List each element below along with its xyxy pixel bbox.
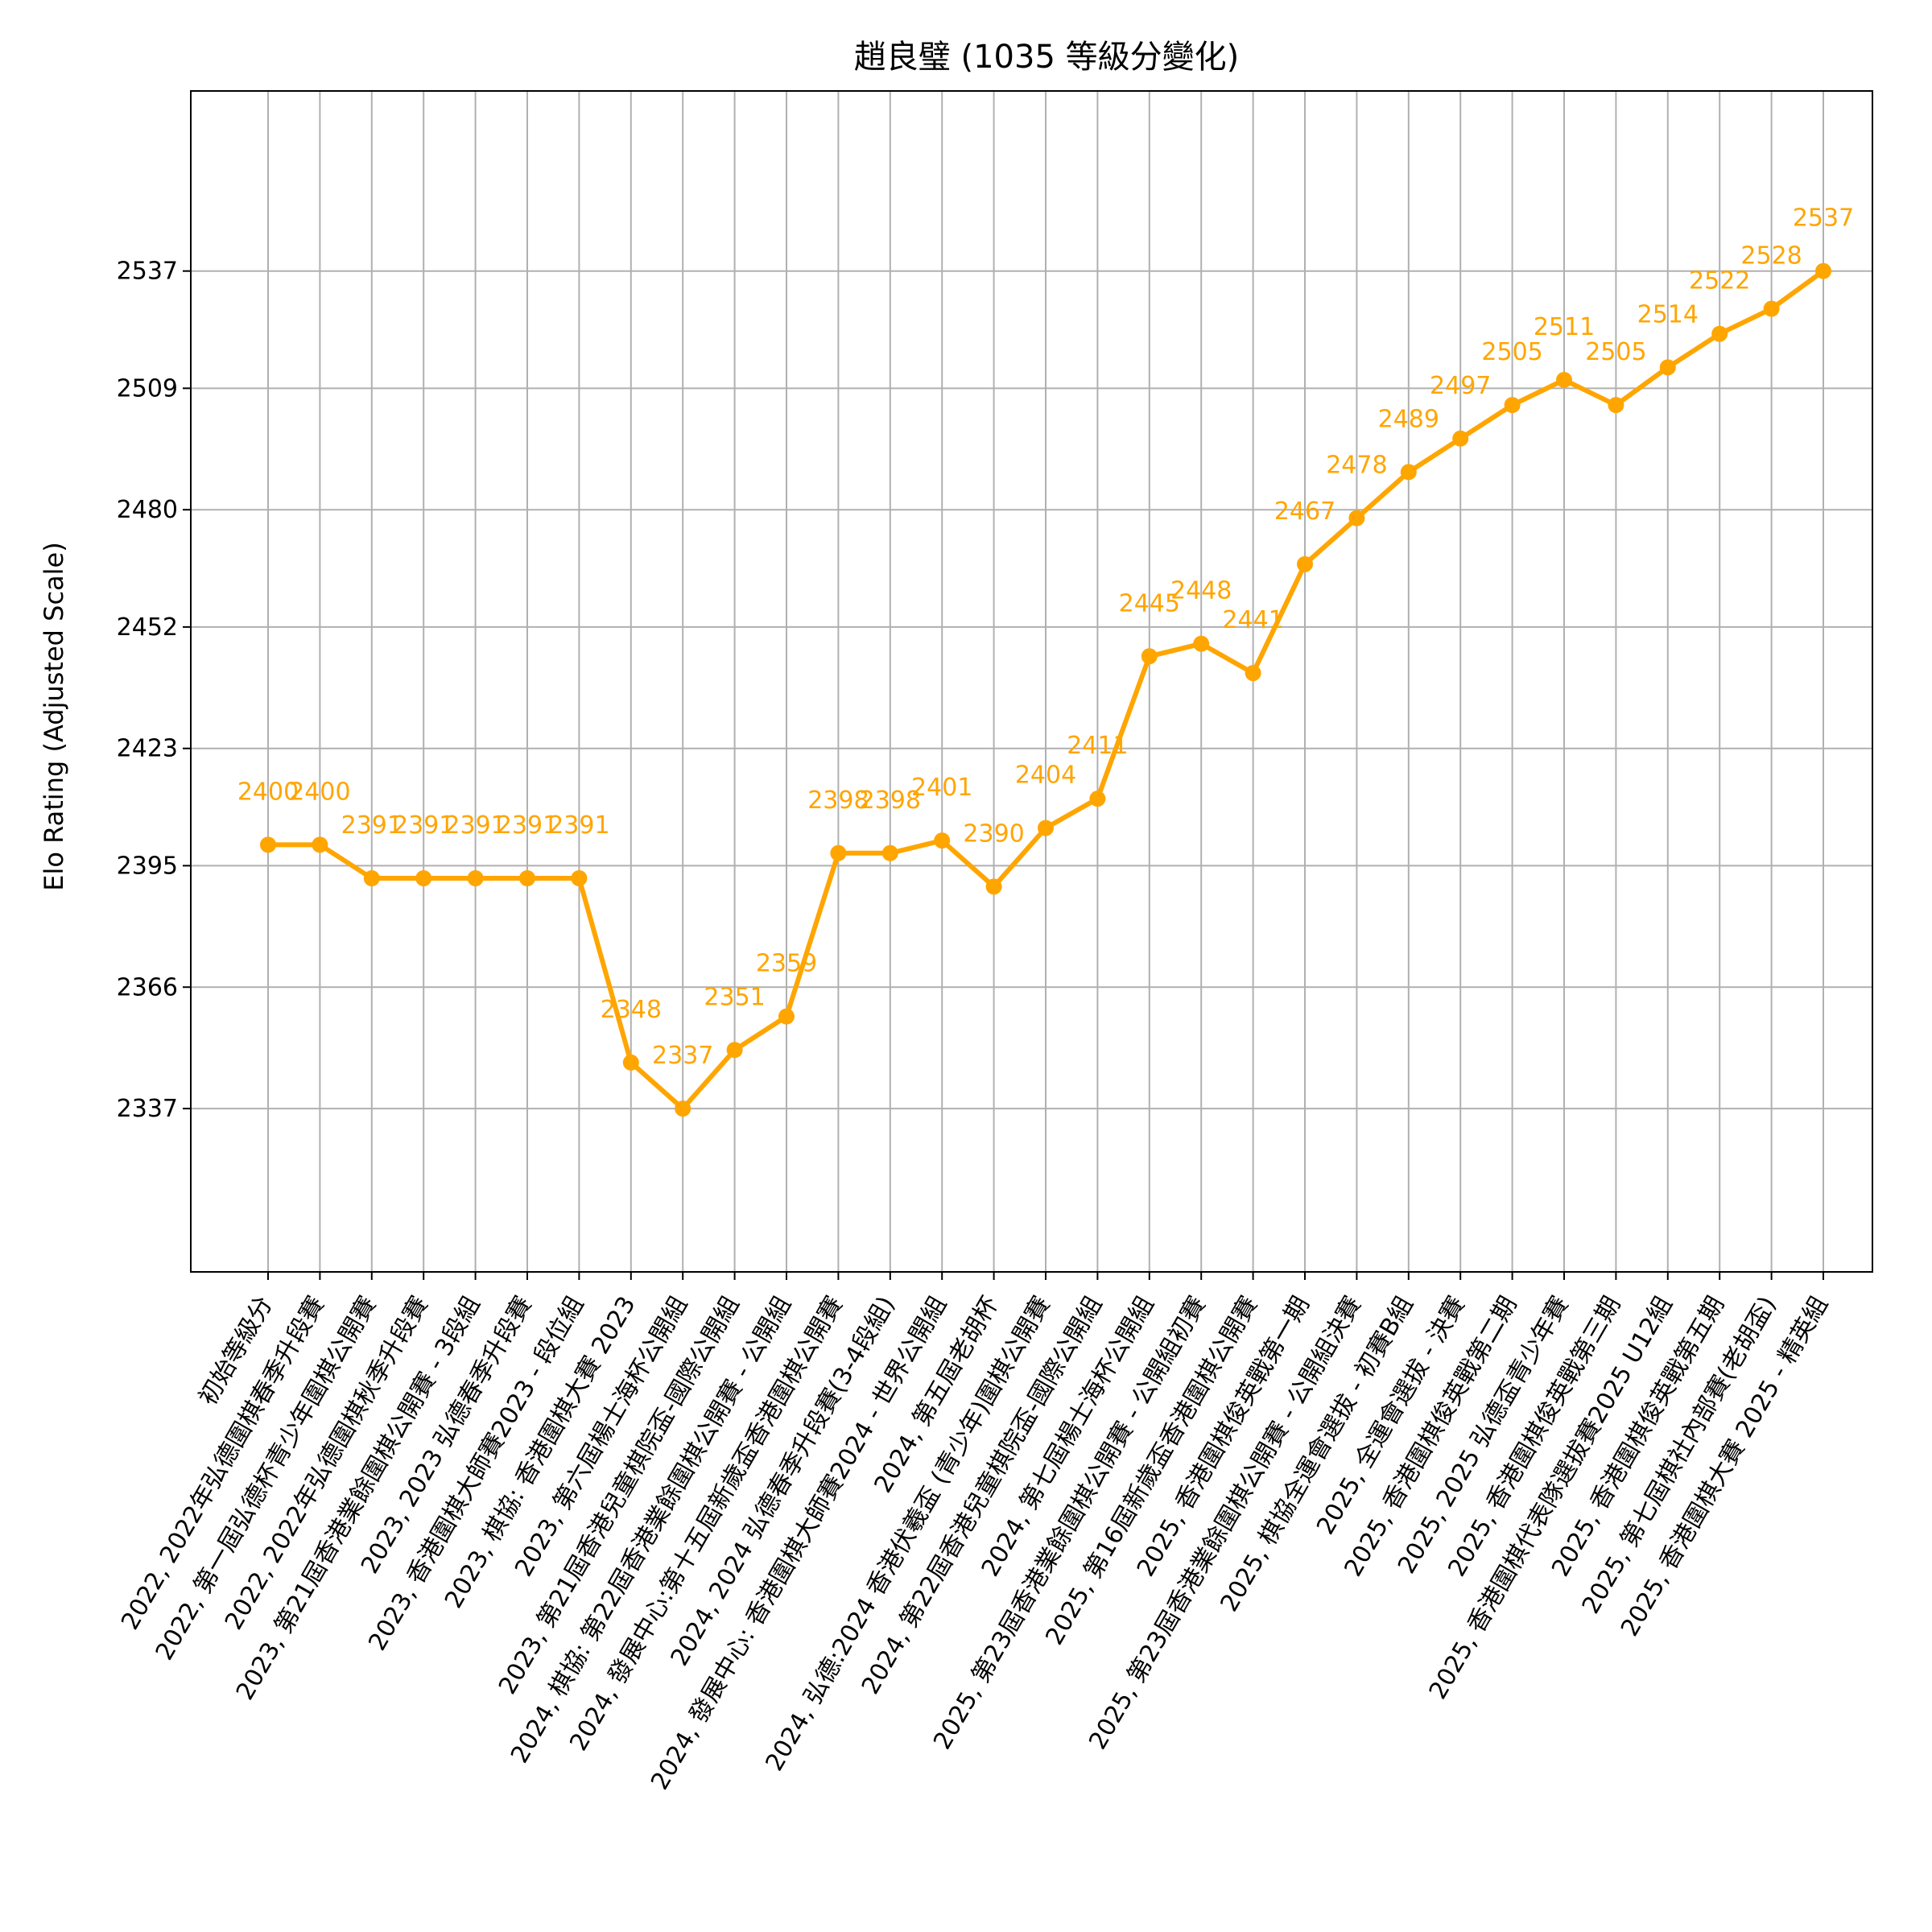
grid-lines — [191, 91, 1872, 1272]
data-label: 2528 — [1740, 242, 1802, 270]
data-point — [1245, 665, 1261, 682]
data-point — [519, 870, 535, 886]
data-point — [571, 870, 588, 886]
data-label: 2489 — [1378, 405, 1439, 433]
y-tick-label: 2395 — [117, 852, 178, 880]
data-point — [1763, 300, 1780, 317]
data-label: 2497 — [1430, 372, 1491, 400]
data-label: 2401 — [911, 774, 972, 802]
data-label: 2390 — [963, 819, 1024, 848]
data-point — [675, 1100, 691, 1117]
data-point — [1556, 371, 1572, 388]
data-point — [1193, 635, 1210, 652]
data-label: 2391 — [497, 811, 558, 840]
data-label: 2478 — [1326, 452, 1387, 480]
data-label: 2351 — [704, 983, 765, 1011]
data-label: 2391 — [548, 811, 609, 840]
data-point — [1504, 397, 1521, 414]
data-point — [1400, 464, 1417, 481]
data-point — [778, 1008, 795, 1025]
data-label: 2391 — [341, 811, 402, 840]
data-point — [1297, 555, 1313, 572]
data-point — [934, 832, 951, 849]
data-point — [363, 870, 380, 886]
chart-title: 趙良璧 (1035 等級分變化) — [854, 39, 1239, 76]
data-point — [881, 844, 898, 861]
data-point — [985, 878, 1002, 895]
data-point — [830, 844, 847, 861]
y-tick-label: 2537 — [117, 258, 178, 286]
data-label: 2398 — [807, 786, 869, 815]
data-point — [415, 870, 432, 886]
data-label: 2348 — [601, 996, 662, 1024]
data-label-group: 2400240023912391239123912391234823372351… — [237, 204, 1854, 1070]
data-point — [1141, 648, 1158, 665]
data-label: 2505 — [1481, 338, 1542, 366]
y-tick-label: 2366 — [117, 973, 178, 1001]
data-point — [467, 870, 484, 886]
data-point — [312, 836, 328, 853]
data-point — [622, 1054, 639, 1071]
y-tick-label: 2337 — [117, 1095, 178, 1123]
y-tick-label: 2480 — [117, 496, 178, 524]
data-label: 2411 — [1067, 732, 1128, 760]
data-point — [726, 1042, 743, 1059]
data-label: 2445 — [1119, 589, 1180, 617]
data-label: 2448 — [1170, 577, 1232, 605]
y-axis-label: Elo Rating (Adjusted Scale) — [39, 542, 69, 890]
data-point — [1038, 819, 1054, 836]
data-label: 2514 — [1637, 300, 1699, 328]
y-tick-label: 2423 — [117, 735, 178, 763]
data-label: 2537 — [1793, 204, 1854, 233]
data-point — [1348, 510, 1365, 526]
data-label: 2337 — [652, 1042, 713, 1070]
data-label: 2441 — [1222, 606, 1283, 634]
data-label: 2391 — [393, 811, 454, 840]
data-label: 2400 — [237, 778, 299, 806]
data-point — [1659, 359, 1676, 376]
data-point — [260, 836, 276, 853]
series-line-group — [260, 262, 1831, 1117]
data-point — [1608, 397, 1624, 414]
data-label: 2391 — [444, 811, 506, 840]
data-label: 2404 — [1015, 762, 1076, 790]
data-point — [1711, 325, 1728, 342]
data-label: 2400 — [289, 778, 350, 806]
data-label: 2359 — [756, 950, 817, 978]
data-point — [1452, 430, 1469, 447]
data-label: 2398 — [860, 786, 921, 815]
data-point — [1815, 262, 1831, 279]
y-tick-label: 2452 — [117, 613, 178, 642]
data-label: 2467 — [1274, 497, 1335, 526]
plot-frame — [190, 90, 1873, 1273]
y-tick-label: 2509 — [117, 374, 178, 402]
data-point — [1089, 791, 1106, 807]
data-label: 2511 — [1534, 313, 1595, 341]
x-tick-label: 2022, 第一屆弘德杯青少年圍棋公開賽 — [151, 1292, 382, 1666]
data-label: 2505 — [1585, 338, 1646, 366]
data-label: 2522 — [1689, 267, 1750, 295]
